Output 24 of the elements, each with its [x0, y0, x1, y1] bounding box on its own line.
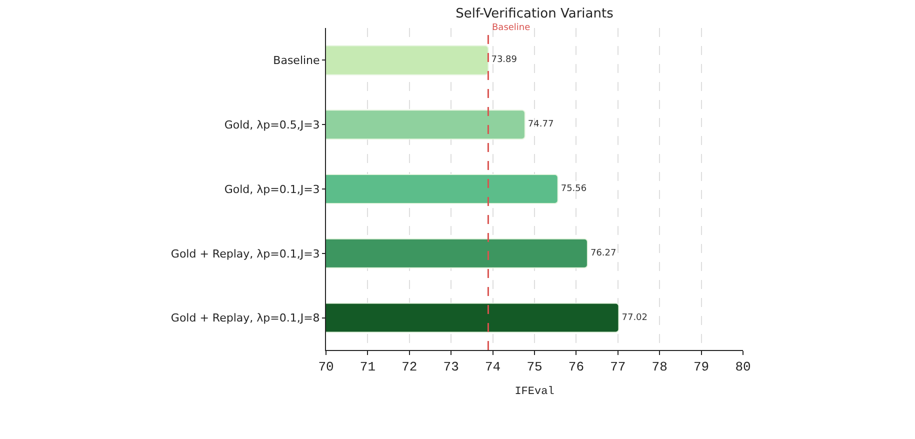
- data-label: 73.89: [491, 55, 518, 66]
- x-tick-label: 74: [484, 360, 501, 375]
- data-label: 74.77: [528, 120, 554, 130]
- data-label: 76.27: [590, 248, 616, 258]
- data-label: 75.56: [560, 184, 587, 194]
- x-tick-label: 70: [318, 360, 334, 375]
- x-tick-label: 76: [568, 360, 584, 375]
- data-label: 77.02: [622, 312, 648, 323]
- x-tick-label: 71: [360, 360, 376, 375]
- x-tick-label: 77: [610, 360, 626, 375]
- y-tick-label: Gold, λp=0.5,J=3: [224, 118, 320, 132]
- x-tick-label: 80: [735, 360, 751, 375]
- x-tick-label: 78: [652, 360, 668, 375]
- y-tick-label: Gold, λp=0.1,J=3: [224, 182, 320, 196]
- y-tick-label: Baseline: [273, 54, 320, 68]
- y-tick-label: Gold + Replay, λp=0.1,J=3: [170, 247, 320, 260]
- y-tick-label: Gold + Replay, λp=0.1,J=8: [170, 312, 320, 325]
- ref-line-label: Baseline: [492, 23, 531, 33]
- x-tick-label: 79: [693, 360, 710, 375]
- x-tick-label: 73: [443, 360, 459, 375]
- x-tick-label: 75: [526, 360, 542, 375]
- x-axis-title: IFEval: [514, 386, 554, 398]
- chart-title: Self-Verification Variants: [456, 6, 614, 22]
- x-tick-label: 72: [402, 360, 418, 375]
